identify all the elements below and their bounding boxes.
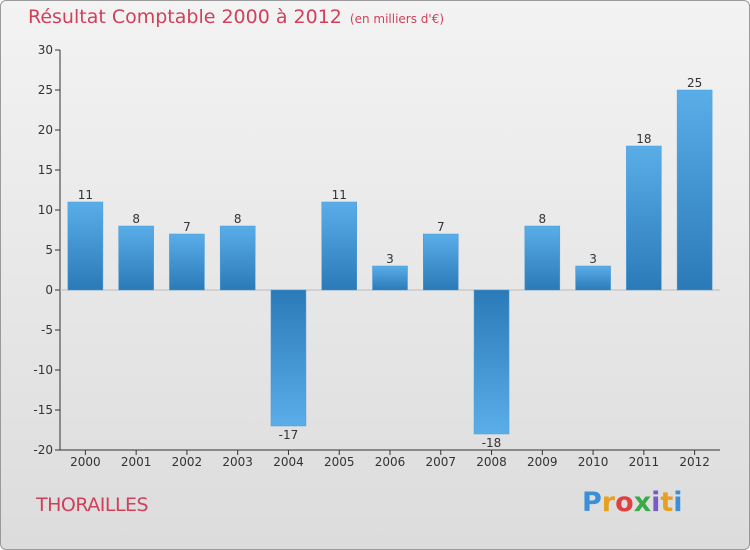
bar-2000 [67, 201, 104, 291]
y-tick-label: -20 [33, 443, 53, 457]
y-tick-label: 20 [38, 123, 53, 137]
chart-subtitle: (en milliers d'€) [349, 12, 445, 26]
x-tick-label-2001: 2001 [121, 455, 152, 469]
bar-2007 [423, 233, 459, 291]
bar-2010 [575, 265, 611, 291]
bar-2009 [524, 225, 561, 291]
location-name: THORAILLES [36, 494, 149, 516]
y-tick-label: -15 [33, 403, 53, 417]
bar-2004 [270, 289, 307, 427]
x-tick-label-2012: 2012 [679, 455, 710, 469]
x-tick-label-2000: 2000 [70, 455, 101, 469]
data-label-2003: 8 [234, 212, 242, 226]
data-label-2006: 3 [386, 252, 394, 266]
data-label-2005: 11 [332, 188, 347, 202]
x-tick-label-2007: 2007 [425, 455, 456, 469]
chart-title: Résultat Comptable 2000 à 2012 (en millie… [28, 6, 444, 28]
bar-2003 [219, 225, 256, 291]
y-tick-label: 15 [38, 163, 53, 177]
data-label-2008: -18 [482, 436, 502, 450]
x-tick-label-2004: 2004 [273, 455, 304, 469]
y-tick-label: 30 [38, 43, 53, 57]
bar-2002 [169, 233, 205, 291]
x-tick-label-2005: 2005 [324, 455, 355, 469]
data-label-2000: 11 [78, 188, 93, 202]
logo-letter: o [615, 487, 634, 518]
logo-letter: i [673, 487, 683, 518]
data-label-2002: 7 [183, 220, 191, 234]
x-tick-label-2011: 2011 [629, 455, 660, 469]
bar-2001 [118, 225, 154, 291]
bar-2005 [321, 201, 357, 291]
y-tick-label: 25 [38, 83, 53, 97]
logo-letter: x [633, 487, 652, 518]
bar-2011 [626, 145, 662, 291]
x-tick-label-2002: 2002 [172, 455, 203, 469]
x-tick-label-2003: 2003 [222, 455, 253, 469]
x-tick-label-2010: 2010 [578, 455, 609, 469]
logo-letter: r [601, 487, 616, 518]
y-tick-label: 5 [45, 243, 53, 257]
bar-2008 [473, 289, 510, 435]
bar-2006 [372, 265, 408, 291]
data-label-2007: 7 [437, 220, 445, 234]
data-label-2001: 8 [132, 212, 140, 226]
y-tick-label: -5 [41, 323, 53, 337]
logo-letter: i [651, 487, 661, 518]
data-label-2011: 18 [636, 132, 651, 146]
data-label-2012: 25 [687, 76, 702, 90]
y-tick-label: -10 [33, 363, 53, 377]
data-label-2004: -17 [279, 428, 299, 442]
x-tick-label-2006: 2006 [375, 455, 406, 469]
y-tick-label: 10 [38, 203, 53, 217]
y-tick-label: 0 [45, 283, 53, 297]
logo-letter: t [660, 487, 674, 518]
proxiti-logo: Proxiti [582, 487, 683, 518]
x-tick-label-2008: 2008 [476, 455, 507, 469]
chart-title-text: Résultat Comptable 2000 à 2012 [28, 6, 342, 28]
logo-letter: P [582, 487, 602, 518]
bar-2012 [676, 89, 713, 291]
x-tick-label-2009: 2009 [527, 455, 558, 469]
data-label-2009: 8 [538, 212, 546, 226]
data-label-2010: 3 [589, 252, 597, 266]
